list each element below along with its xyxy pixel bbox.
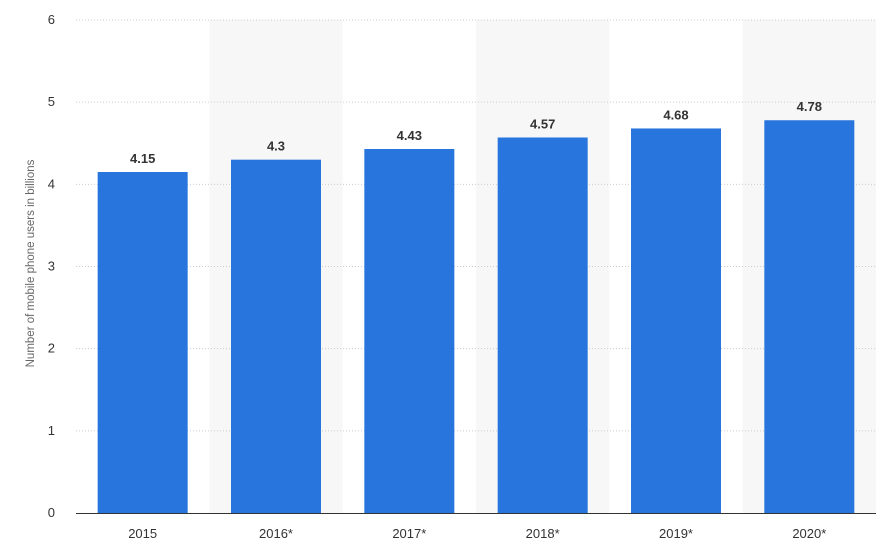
y-axis-title: Number of mobile phone users in billions: [25, 159, 37, 367]
x-tick-label: 2019*: [659, 526, 693, 541]
x-tick-label: 2015: [128, 526, 157, 541]
bar: [497, 137, 588, 513]
bar: [631, 128, 721, 513]
x-axis-tick-labels: 2015 2016* 2017* 2018* 2019* 2020*: [128, 526, 826, 541]
y-tick-label: 1: [48, 423, 55, 438]
x-tick-label: 2020*: [792, 526, 826, 541]
value-label: 4.43: [397, 128, 422, 143]
x-tick-label: 2017*: [392, 526, 426, 541]
value-label: 4.78: [797, 99, 822, 114]
bar: [231, 159, 321, 513]
y-tick-label: 2: [48, 341, 55, 356]
value-label: 4.3: [267, 139, 285, 154]
y-tick-label: 5: [48, 94, 55, 109]
value-label: 4.68: [663, 107, 688, 122]
y-axis-tick-labels: 0 1 2 3 4 5 6: [48, 12, 55, 520]
x-tick-label: 2018*: [526, 526, 560, 541]
value-label: 4.57: [530, 116, 555, 131]
x-tick-label: 2016*: [259, 526, 293, 541]
value-labels: 4.15 4.3 4.43 4.57 4.68 4.78: [130, 99, 822, 166]
y-tick-label: 0: [48, 505, 55, 520]
bar: [97, 172, 188, 513]
bars: [97, 120, 855, 514]
y-tick-label: 4: [48, 176, 55, 191]
value-label: 4.15: [130, 151, 155, 166]
gridlines: [76, 19, 876, 432]
y-tick-label: 6: [48, 12, 55, 27]
y-tick-label: 3: [48, 259, 55, 274]
bar: [364, 149, 455, 514]
bar: [764, 120, 855, 513]
